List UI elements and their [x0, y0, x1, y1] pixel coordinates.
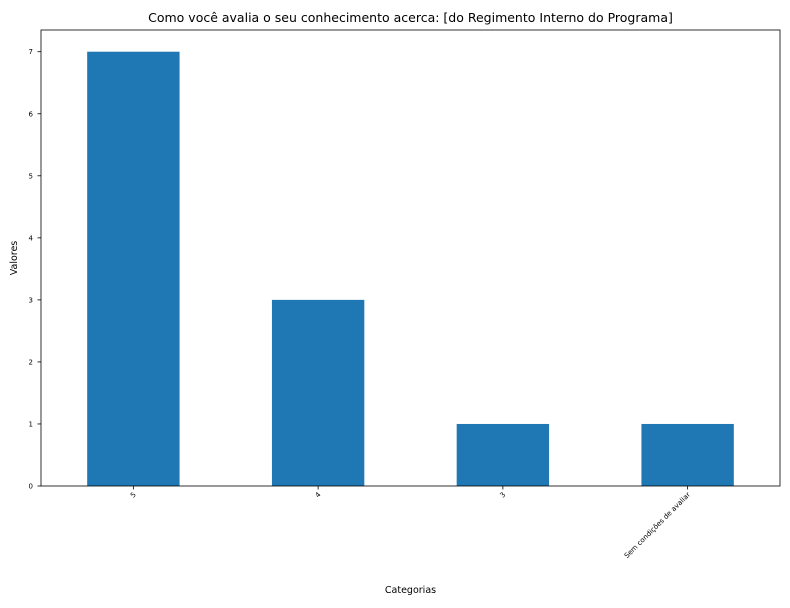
y-tick-label-5: 5	[29, 172, 33, 180]
x-tick-label-0: 5	[129, 491, 138, 500]
plot-frame	[40, 29, 781, 487]
y-tick-label-7: 7	[29, 48, 33, 56]
y-tick-label-4: 4	[29, 234, 34, 242]
bar-0	[87, 51, 180, 486]
y-tick-label-6: 6	[29, 110, 34, 118]
y-axis-label: Valores	[9, 241, 20, 276]
x-tick-label-2: 3	[498, 491, 507, 500]
x-axis-label: Categorias	[385, 585, 436, 596]
chart-title: Como você avalia o seu conhecimento acer…	[148, 10, 673, 25]
y-tick-label-0: 0	[29, 483, 33, 491]
bar-1	[271, 299, 365, 486]
y-tick-label-1: 1	[29, 420, 33, 428]
y-tick-label-2: 2	[29, 358, 33, 366]
bar-3	[641, 423, 734, 486]
bars-layer	[87, 51, 734, 486]
x-tick-label-3: Sem condições de avaliar	[623, 491, 692, 560]
y-tick-label-3: 3	[29, 296, 33, 304]
bar-2	[456, 423, 550, 486]
x-tick-label-1: 4	[314, 490, 323, 499]
